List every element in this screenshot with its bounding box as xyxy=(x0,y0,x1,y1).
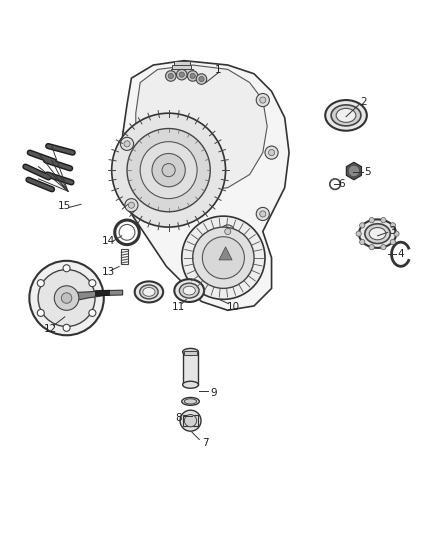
Circle shape xyxy=(199,76,204,82)
Circle shape xyxy=(381,245,386,250)
Ellipse shape xyxy=(180,283,199,298)
Circle shape xyxy=(187,71,198,81)
Text: 4: 4 xyxy=(397,249,404,259)
Polygon shape xyxy=(67,290,123,302)
Ellipse shape xyxy=(183,381,198,388)
Circle shape xyxy=(152,154,185,187)
Circle shape xyxy=(37,310,44,317)
Ellipse shape xyxy=(183,286,195,295)
Circle shape xyxy=(256,93,269,107)
Circle shape xyxy=(348,165,360,177)
Circle shape xyxy=(112,113,226,227)
Circle shape xyxy=(356,231,361,236)
Circle shape xyxy=(162,164,175,177)
Ellipse shape xyxy=(140,285,158,299)
Circle shape xyxy=(369,217,374,223)
Circle shape xyxy=(54,286,79,310)
Circle shape xyxy=(89,310,96,317)
Circle shape xyxy=(360,239,365,245)
Circle shape xyxy=(125,199,138,212)
Ellipse shape xyxy=(184,399,197,404)
Text: 13: 13 xyxy=(102,266,115,277)
Bar xyxy=(121,249,128,264)
Circle shape xyxy=(221,225,234,238)
Text: 10: 10 xyxy=(226,302,240,312)
Polygon shape xyxy=(123,61,289,310)
Circle shape xyxy=(89,280,96,287)
Circle shape xyxy=(140,142,197,199)
Circle shape xyxy=(63,324,70,332)
Circle shape xyxy=(177,69,187,80)
Ellipse shape xyxy=(182,398,199,405)
Ellipse shape xyxy=(183,349,198,356)
Circle shape xyxy=(168,74,173,78)
Circle shape xyxy=(390,223,396,228)
Circle shape xyxy=(256,207,269,221)
Text: 8: 8 xyxy=(175,413,182,423)
Circle shape xyxy=(127,128,210,212)
Circle shape xyxy=(394,231,399,236)
Circle shape xyxy=(180,410,201,431)
Circle shape xyxy=(260,211,266,217)
Bar xyxy=(174,61,190,65)
Ellipse shape xyxy=(325,100,367,131)
Bar xyxy=(172,65,191,69)
Text: 9: 9 xyxy=(210,387,217,398)
Circle shape xyxy=(193,227,254,288)
Text: 1: 1 xyxy=(215,65,222,75)
Circle shape xyxy=(63,265,70,272)
Circle shape xyxy=(179,72,184,77)
Text: 7: 7 xyxy=(201,438,208,448)
Bar xyxy=(184,351,197,355)
Circle shape xyxy=(182,216,265,300)
Ellipse shape xyxy=(336,108,356,123)
Circle shape xyxy=(61,293,72,303)
Circle shape xyxy=(37,280,44,287)
Circle shape xyxy=(124,141,130,147)
Circle shape xyxy=(225,229,231,235)
Text: 5: 5 xyxy=(364,167,371,177)
Polygon shape xyxy=(95,290,110,296)
Circle shape xyxy=(381,217,386,223)
Circle shape xyxy=(268,150,275,156)
Text: 11: 11 xyxy=(172,302,185,312)
Circle shape xyxy=(119,224,135,240)
Ellipse shape xyxy=(359,220,396,248)
Circle shape xyxy=(166,71,176,81)
Text: 6: 6 xyxy=(338,179,345,189)
Circle shape xyxy=(196,74,207,84)
Circle shape xyxy=(184,415,197,427)
Circle shape xyxy=(29,261,104,335)
Text: 2: 2 xyxy=(360,97,367,107)
Circle shape xyxy=(202,237,244,279)
Polygon shape xyxy=(219,247,232,260)
Ellipse shape xyxy=(174,279,204,302)
Bar xyxy=(183,352,198,385)
Circle shape xyxy=(128,202,134,208)
Circle shape xyxy=(265,146,278,159)
Ellipse shape xyxy=(143,287,155,296)
Ellipse shape xyxy=(135,281,163,302)
Ellipse shape xyxy=(365,224,390,244)
Bar xyxy=(171,69,193,74)
Circle shape xyxy=(38,270,95,327)
Circle shape xyxy=(360,223,365,228)
Text: 12: 12 xyxy=(44,324,57,334)
Text: 3: 3 xyxy=(389,227,396,237)
Circle shape xyxy=(260,97,266,103)
Ellipse shape xyxy=(331,105,361,126)
Circle shape xyxy=(390,239,396,245)
Circle shape xyxy=(120,138,134,150)
Circle shape xyxy=(190,74,195,78)
Bar xyxy=(183,415,198,426)
Polygon shape xyxy=(136,65,267,192)
Text: 14: 14 xyxy=(102,236,115,246)
Polygon shape xyxy=(346,162,361,180)
Ellipse shape xyxy=(369,228,386,240)
Circle shape xyxy=(369,245,374,250)
Text: 15: 15 xyxy=(58,201,71,211)
